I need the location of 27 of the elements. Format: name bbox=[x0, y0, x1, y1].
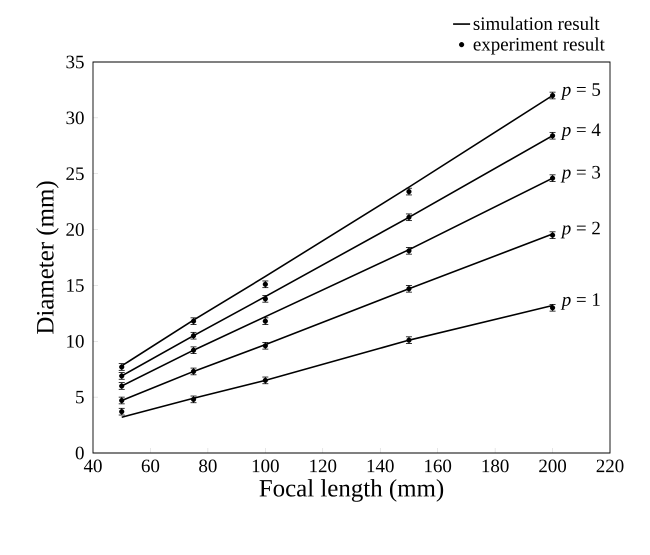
x-tick-label: 60 bbox=[142, 460, 160, 472]
x-tick-label: 100 bbox=[252, 460, 279, 472]
annotation: p = 2 bbox=[560, 222, 600, 238]
legend-label: simulation result bbox=[474, 16, 600, 30]
x-tick-label: 180 bbox=[482, 460, 509, 472]
annotation: p = 5 bbox=[560, 83, 600, 100]
x-tick-label: 120 bbox=[310, 460, 336, 472]
y-axis-title: Diameter (mm) bbox=[36, 181, 59, 334]
y-tick-label: 35 bbox=[66, 56, 84, 68]
x-tick-label: 40 bbox=[84, 460, 102, 472]
x-tick-label: 220 bbox=[596, 460, 624, 472]
y-tick-label: 30 bbox=[66, 111, 84, 124]
annotation: p = 4 bbox=[560, 123, 601, 140]
annotation: p = 3 bbox=[560, 166, 600, 182]
y-tick-label: 15 bbox=[67, 279, 84, 292]
y-tick-label: 25 bbox=[66, 167, 84, 180]
x-tick-label: 160 bbox=[425, 460, 452, 472]
x-axis-title: Focal length (mm) bbox=[260, 479, 444, 502]
y-tick-label: 5 bbox=[76, 390, 84, 404]
x-tick-label: 140 bbox=[368, 460, 394, 472]
x-tick-label: 80 bbox=[199, 460, 217, 472]
y-tick-label: 10 bbox=[67, 334, 84, 348]
y-tick-label: 20 bbox=[66, 223, 84, 236]
annotation: p = 1 bbox=[560, 293, 600, 310]
legend-label: experiment result bbox=[474, 37, 605, 54]
y-tick-label: 0 bbox=[76, 446, 84, 460]
x-tick-label: 200 bbox=[539, 460, 566, 472]
